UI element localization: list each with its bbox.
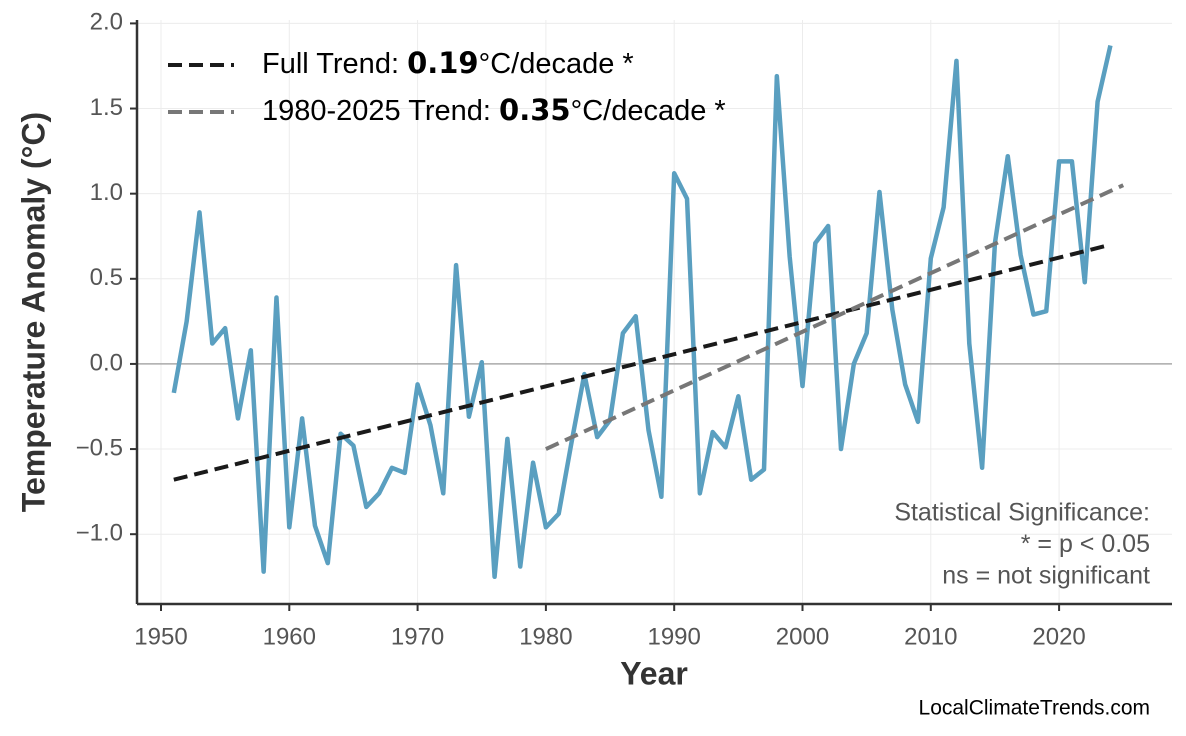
legend-slope: 0.19 <box>407 46 479 80</box>
legend-unit: °C/decade * <box>571 95 726 127</box>
trend-line <box>173 242 1111 482</box>
y-tick-label: 0.5 <box>90 264 123 291</box>
y-tick-label: 0.0 <box>90 349 123 376</box>
x-tick-label: 1970 <box>391 623 444 650</box>
y-tick-label: 1.0 <box>90 179 123 206</box>
trend-line <box>545 183 1125 451</box>
legend-name: Full Trend: <box>262 48 399 80</box>
legend-name: 1980-2025 Trend: <box>262 95 491 127</box>
x-tick-label: 1980 <box>519 623 572 650</box>
y-tick-label: −0.5 <box>76 434 123 461</box>
x-axis-label: Year <box>620 655 688 691</box>
annotation: Statistical Significance: <box>894 499 1150 527</box>
legend-unit: °C/decade * <box>479 48 634 80</box>
annotation: ns = not significant <box>942 562 1150 590</box>
x-tick-label: 1990 <box>647 623 700 650</box>
y-axis-label: Temperature Anomaly (°C) <box>15 112 51 512</box>
legend-slope: 0.35 <box>499 93 571 127</box>
source: LocalClimateTrends.com <box>919 697 1150 720</box>
data-line <box>171 45 1113 580</box>
legend-label: 1980-2025 Trend: 0.35°C/decade * <box>262 93 726 127</box>
y-tick-label: −1.0 <box>76 520 123 547</box>
x-tick-label: 2000 <box>776 623 829 650</box>
legend-label: Full Trend: 0.19°C/decade * <box>262 46 634 80</box>
annotation: * = p < 0.05 <box>1021 530 1150 558</box>
x-tick-label: 2010 <box>904 623 957 650</box>
x-tick-label: 2020 <box>1032 623 1085 650</box>
y-tick-label: 2.0 <box>90 9 123 36</box>
x-tick-label: 1960 <box>263 623 316 650</box>
y-tick-label: 1.5 <box>90 94 123 121</box>
x-tick-label: 1950 <box>134 623 187 650</box>
